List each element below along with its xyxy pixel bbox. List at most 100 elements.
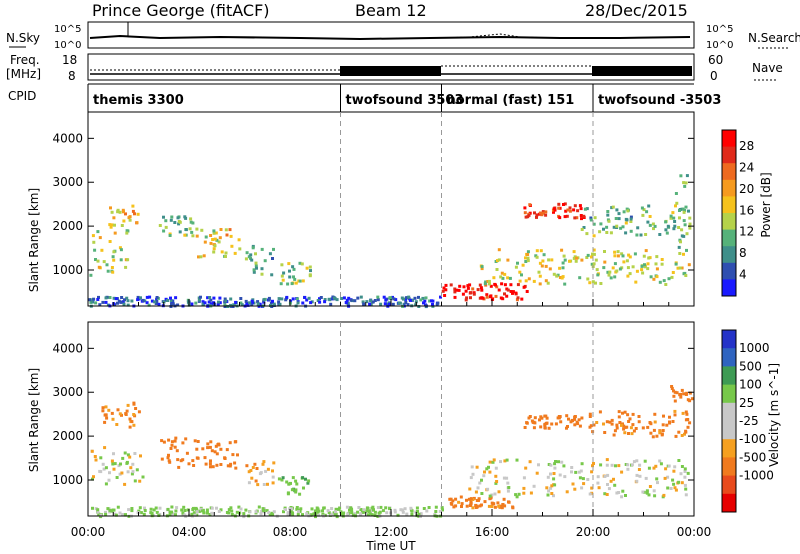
data-cell (469, 291, 473, 295)
data-cell (647, 493, 651, 497)
data-cell (516, 283, 520, 287)
data-cell (678, 238, 682, 242)
colorbar-swatch (722, 330, 736, 349)
data-cell (565, 214, 569, 218)
data-cell (538, 274, 542, 278)
data-cell (598, 230, 602, 234)
data-cell (610, 463, 614, 467)
data-cell (582, 482, 586, 486)
data-cell (370, 513, 374, 517)
data-cell (552, 477, 556, 481)
data-cell (580, 486, 584, 490)
data-cell (287, 482, 291, 486)
colorbar-tick-label: 8 (739, 246, 747, 260)
data-cell (96, 298, 100, 301)
data-cell (184, 216, 188, 220)
data-cell (620, 495, 624, 499)
data-cell (685, 412, 689, 416)
data-cell (480, 267, 484, 271)
data-cell (262, 460, 266, 464)
data-cell (388, 296, 392, 300)
data-cell (394, 298, 398, 302)
data-cell (348, 508, 351, 512)
data-cell (154, 506, 158, 510)
data-cell (242, 512, 246, 516)
data-cell (296, 301, 300, 305)
data-cell (109, 206, 112, 210)
data-cell (214, 231, 218, 235)
data-cell (254, 510, 258, 514)
data-cell (119, 300, 123, 304)
data-cell (204, 235, 208, 239)
data-cell (379, 302, 383, 306)
data-cell (419, 298, 423, 302)
data-cell (462, 285, 466, 289)
data-cell (164, 225, 168, 229)
data-cell (662, 493, 666, 497)
data-cell (410, 298, 414, 302)
data-cell (219, 508, 223, 512)
data-cell (269, 301, 273, 305)
data-cell (436, 301, 440, 305)
data-cell (500, 282, 504, 286)
data-cell (683, 271, 687, 275)
data-cell (409, 506, 413, 510)
data-cell (653, 420, 657, 424)
data-cell (118, 472, 122, 476)
data-cell (359, 512, 363, 516)
data-cell (484, 280, 488, 284)
data-cell (308, 265, 312, 269)
data-cell (495, 285, 499, 289)
colorbar-tick-label: 25 (739, 396, 754, 410)
data-cell (198, 298, 201, 302)
data-cell (344, 301, 348, 304)
data-cell (357, 506, 361, 509)
data-cell (596, 475, 600, 479)
data-cell (451, 499, 455, 503)
data-cell (491, 297, 495, 301)
data-cell (483, 500, 487, 504)
data-cell (563, 202, 567, 206)
data-cell (553, 466, 557, 470)
data-cell (266, 467, 270, 471)
data-cell (158, 224, 162, 227)
data-cell (113, 462, 117, 466)
data-cell (419, 512, 423, 516)
data-cell (592, 462, 595, 465)
data-cell (123, 482, 127, 486)
data-cell (229, 462, 233, 466)
data-cell (645, 210, 649, 214)
data-cell (475, 465, 479, 469)
data-cell (301, 513, 304, 517)
data-cell (113, 223, 116, 227)
data-cell (449, 283, 453, 287)
data-cell (673, 399, 677, 403)
data-cell (104, 413, 108, 417)
data-cell (508, 276, 512, 280)
data-cell (626, 467, 630, 471)
data-cell (421, 296, 425, 300)
data-cell (474, 490, 478, 494)
data-cell (262, 298, 266, 302)
data-cell (272, 247, 275, 251)
data-cell (678, 252, 682, 255)
data-cell (635, 473, 639, 477)
data-cell (183, 509, 187, 512)
data-cell (215, 463, 219, 467)
data-cell (220, 250, 224, 254)
data-cell (622, 424, 626, 428)
data-cell (185, 451, 189, 455)
data-cell (669, 214, 673, 218)
data-cell (469, 296, 472, 300)
x-tick-label: 16:00 (475, 525, 510, 539)
data-cell (684, 274, 688, 277)
data-cell (538, 261, 542, 265)
data-cell (603, 260, 607, 264)
data-cell (476, 288, 480, 292)
data-cell (334, 510, 337, 514)
data-cell (266, 482, 269, 486)
data-cell (523, 206, 527, 210)
data-cell (464, 298, 468, 302)
velocity-colorbar: 1000 500 100 25 -25 -100 -500 -1000 (721, 329, 774, 513)
data-cell (649, 422, 653, 426)
